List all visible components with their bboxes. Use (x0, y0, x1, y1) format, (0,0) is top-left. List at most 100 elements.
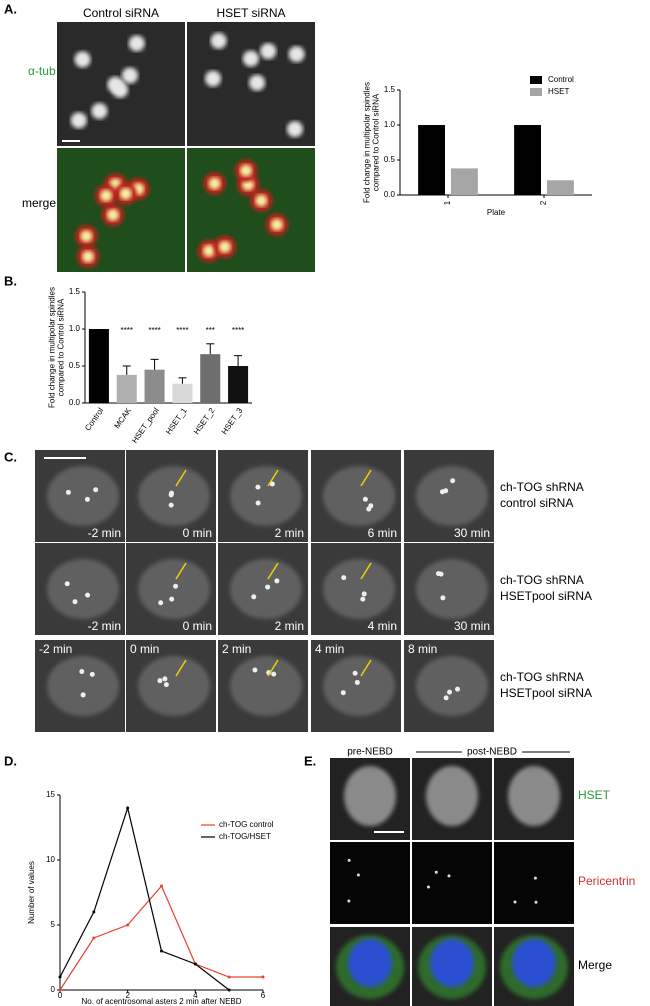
row-label: HSETpool siRNA (500, 686, 592, 700)
row-label: merge (22, 196, 56, 210)
aster (439, 489, 445, 495)
column-label: Control siRNA (83, 6, 159, 20)
cell (138, 466, 210, 526)
legend-swatch (530, 88, 542, 96)
x-tick-label: 2 (539, 200, 548, 205)
significance: *** (206, 326, 215, 335)
micrograph (412, 842, 492, 924)
aster (360, 596, 366, 602)
time-label: 8 min (408, 642, 437, 656)
x-tick-label: 0 (58, 991, 63, 1000)
y-tick-label: 1.0 (384, 120, 396, 129)
bar (144, 369, 165, 403)
centrosome (447, 874, 451, 878)
point (160, 949, 163, 953)
aster (255, 484, 261, 490)
row-label: Merge (578, 958, 612, 972)
aster (89, 671, 95, 677)
cell (240, 164, 253, 177)
y-axis-label: Fold change in multipolar spindles (363, 82, 372, 203)
cell (138, 559, 210, 619)
cell (128, 35, 145, 52)
centrosome (533, 876, 537, 880)
row-label: ch-TOG shRNA (500, 573, 584, 587)
micrograph (330, 842, 410, 924)
aster (252, 667, 258, 673)
time-label: 30 min (454, 526, 490, 540)
cell (344, 766, 396, 826)
point (227, 988, 231, 992)
significance: **** (232, 326, 244, 335)
bar (116, 374, 137, 403)
cell (47, 559, 119, 619)
row-label: ch-TOG shRNA (500, 480, 584, 494)
cell (426, 766, 478, 826)
aster (163, 682, 169, 688)
centrosome (534, 900, 538, 904)
aster (93, 487, 99, 493)
cell (323, 559, 395, 619)
x-tick-label: 1 (443, 200, 452, 205)
x-tick-label: HSET_2 (192, 406, 217, 436)
cell (47, 466, 119, 526)
centrosome (434, 870, 438, 874)
y-axis-label: compared to Control siRNA (372, 93, 381, 191)
bar (88, 329, 109, 403)
y-axis-label: compared to Control siRNA (57, 298, 66, 396)
point (193, 962, 197, 966)
aster (80, 692, 86, 698)
aster (435, 571, 441, 577)
bar (514, 125, 541, 195)
aster (440, 595, 446, 601)
aster (271, 671, 277, 677)
aster (84, 496, 90, 502)
aster (64, 581, 70, 587)
bar (228, 366, 249, 403)
row-label: control siRNA (500, 496, 573, 510)
cell (255, 194, 268, 207)
cell (288, 46, 305, 63)
time-label: -2 min (88, 526, 121, 540)
aster (173, 583, 179, 589)
aster (450, 478, 456, 484)
aster (65, 489, 71, 495)
legend-swatch (530, 76, 542, 84)
point (261, 975, 265, 979)
arrow (360, 469, 372, 487)
cell (230, 656, 302, 716)
x-tick-label: 2 (125, 991, 130, 1000)
time-label: 2 min (275, 526, 304, 540)
arrow (267, 562, 279, 580)
panel-label: E. (304, 753, 316, 768)
cell (323, 466, 395, 526)
bar (451, 168, 478, 195)
cell (260, 43, 277, 60)
micrograph (494, 842, 574, 924)
time-label: 2 min (222, 642, 251, 656)
time-label: 0 min (183, 526, 212, 540)
y-tick-label: 0 (51, 985, 56, 994)
aster (157, 678, 163, 684)
x-tick-label: MCAK (112, 406, 133, 431)
aster (168, 502, 174, 508)
aster (265, 584, 271, 590)
aster (447, 689, 453, 695)
y-tick-label: 0.0 (69, 398, 81, 407)
arrow (360, 562, 372, 580)
x-tick-label: HSET_pool (130, 406, 161, 445)
arrow (267, 469, 279, 487)
aster (455, 686, 461, 692)
cell (270, 218, 283, 231)
arrow (360, 659, 372, 677)
x-tick-label: HSET_1 (164, 406, 189, 436)
cell (210, 32, 227, 49)
legend-label: ch-TOG control (219, 820, 274, 829)
cell (202, 244, 215, 257)
bar (200, 354, 221, 403)
row-label: HSETpool siRNA (500, 589, 592, 603)
point (227, 975, 231, 979)
cell (100, 189, 113, 202)
arrow (175, 469, 187, 487)
aster (269, 481, 275, 487)
time-label: -2 min (39, 642, 72, 656)
